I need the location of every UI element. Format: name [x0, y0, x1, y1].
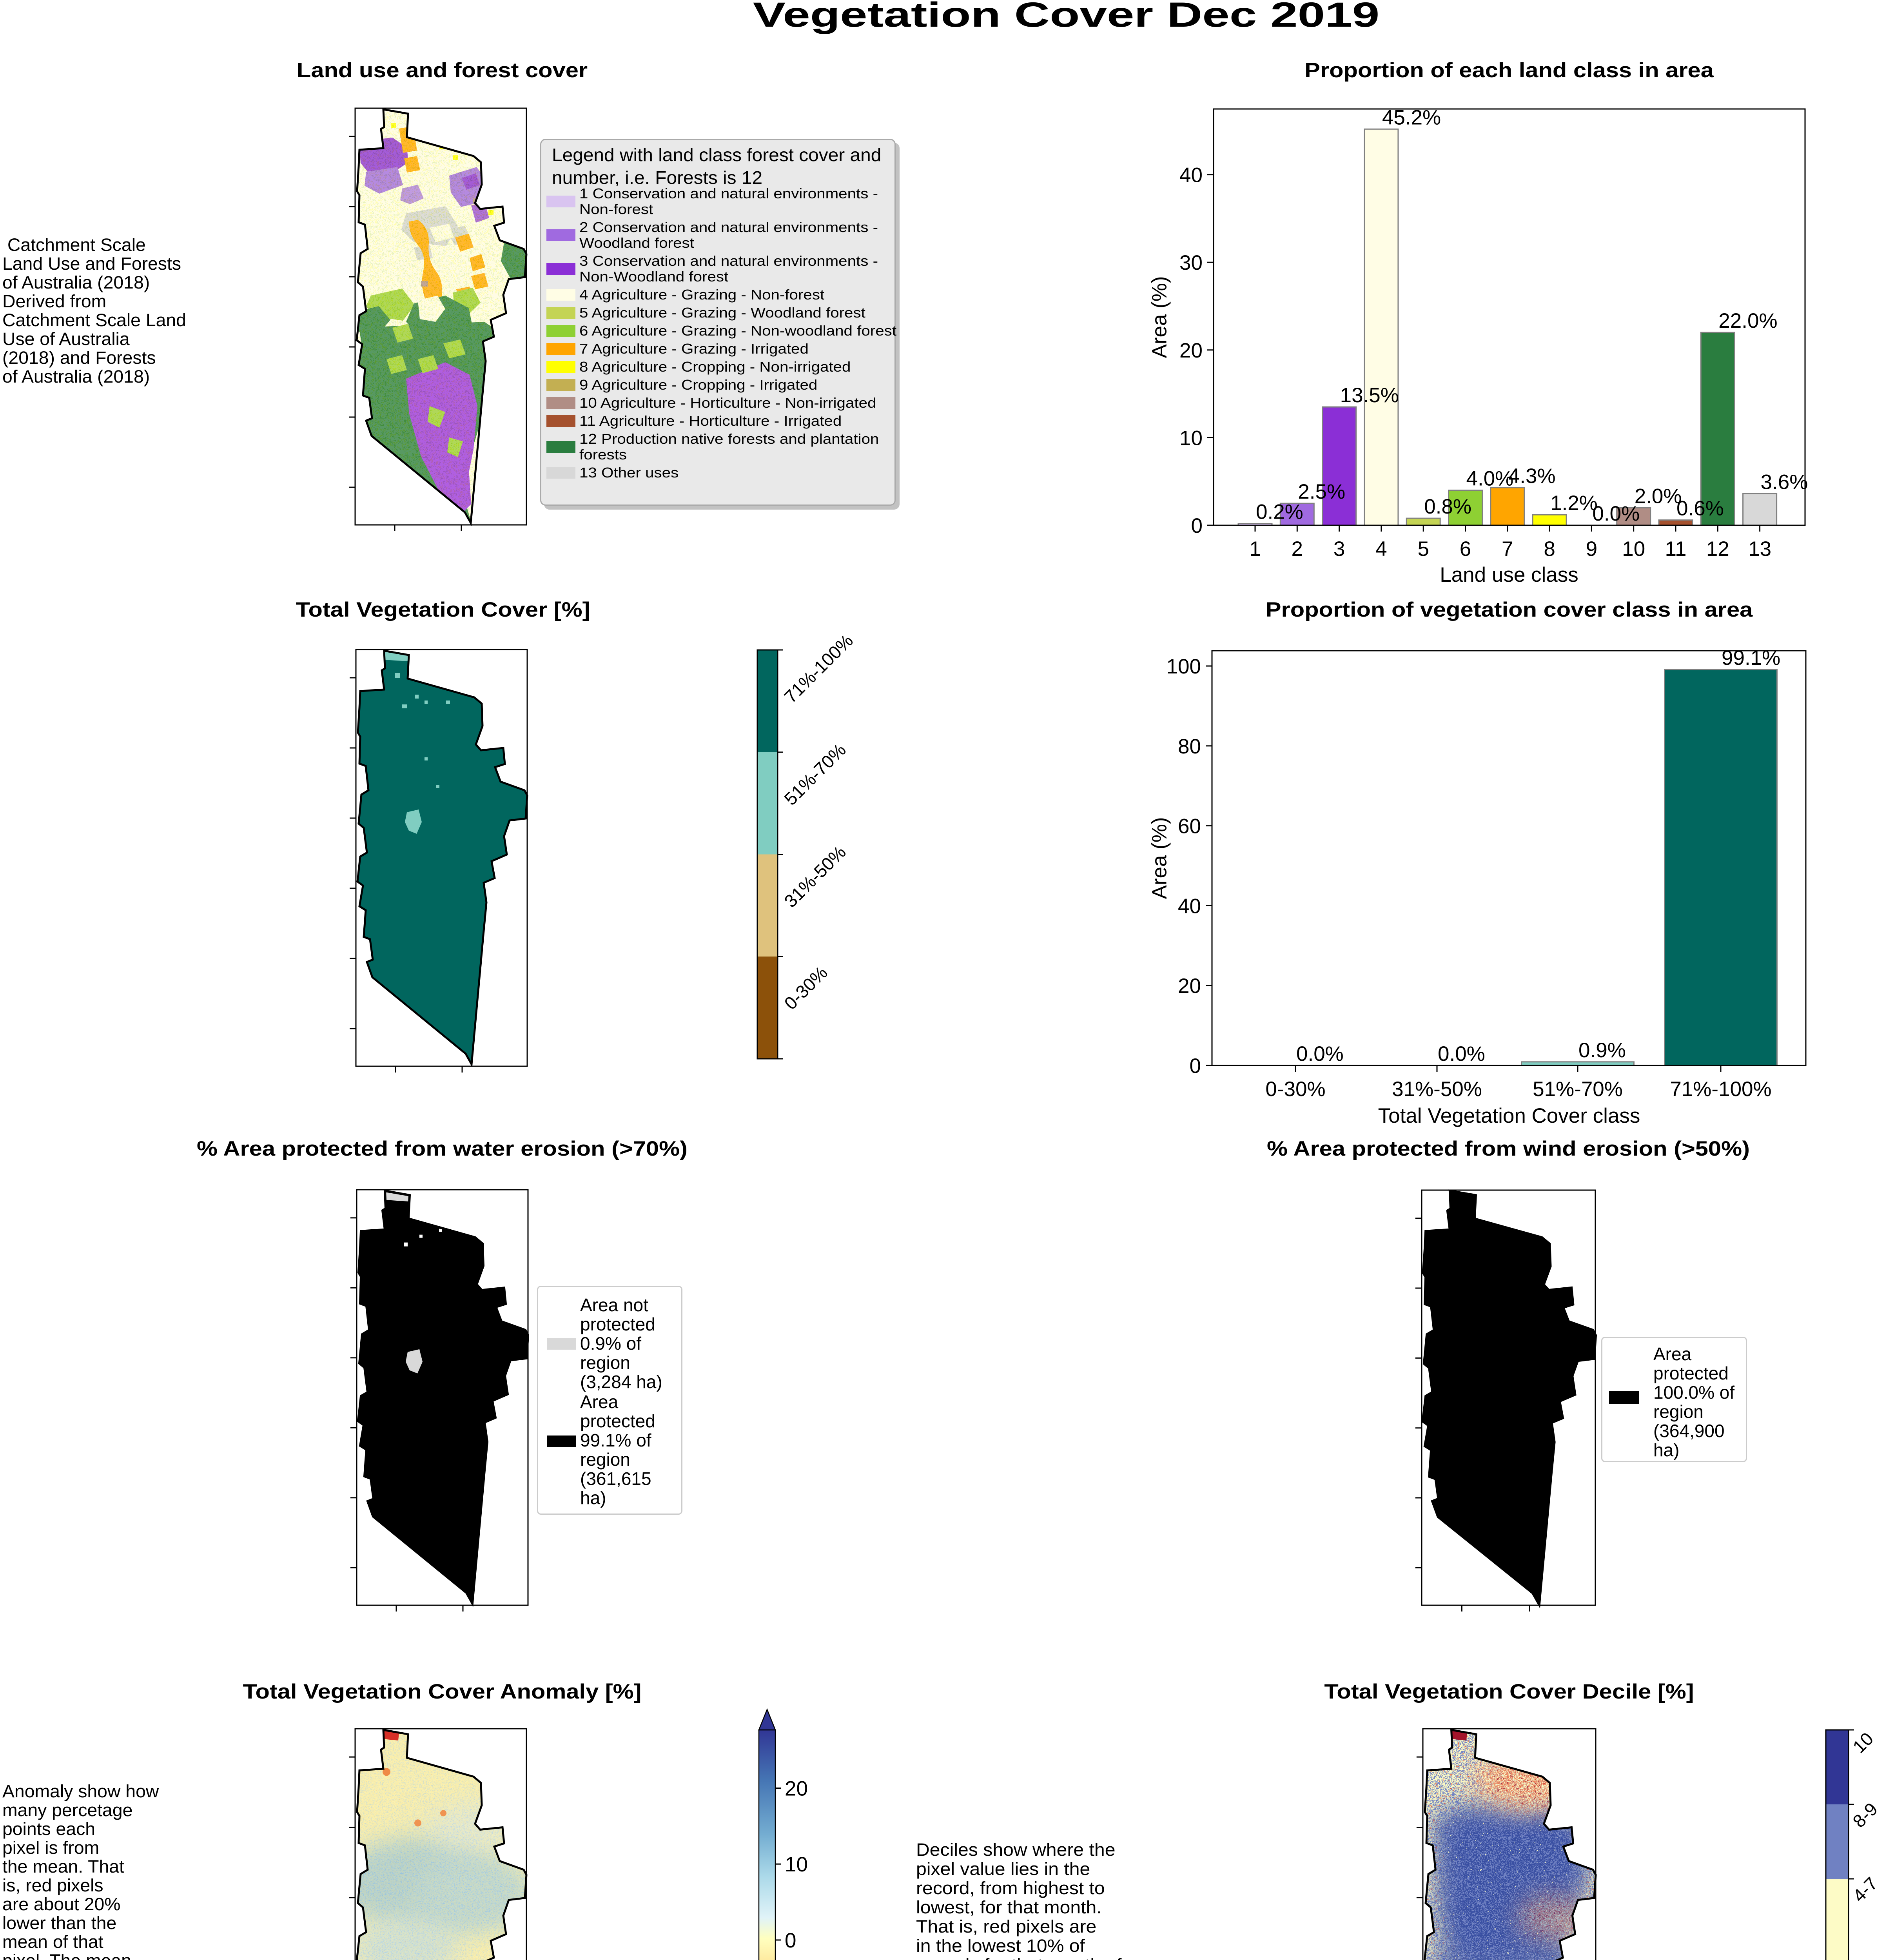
svg-text:8: 8 [1544, 537, 1555, 561]
svg-text:9: 9 [1586, 537, 1597, 561]
svg-text:100: 100 [1167, 655, 1201, 678]
svg-text:12: 12 [1706, 537, 1729, 561]
svg-text:10: 10 [1179, 426, 1203, 450]
svg-text:11: 11 [1665, 537, 1686, 561]
svg-text:31%-50%: 31%-50% [780, 842, 850, 911]
svg-text:4: 4 [1375, 537, 1387, 561]
svg-text:2.5%: 2.5% [1298, 480, 1345, 503]
svg-text:0.0%: 0.0% [1296, 1042, 1344, 1065]
svg-text:0: 0 [1190, 1054, 1201, 1078]
svg-text:0: 0 [785, 1929, 796, 1952]
svg-text:0.0%: 0.0% [1438, 1042, 1485, 1065]
svg-text:3.6%: 3.6% [1761, 471, 1808, 494]
svg-text:7: 7 [1502, 537, 1513, 561]
svg-text:30: 30 [1179, 251, 1203, 274]
svg-text:0.9%: 0.9% [1578, 1039, 1626, 1062]
svg-text:0-30%: 0-30% [1265, 1078, 1325, 1101]
svg-text:10: 10 [785, 1853, 808, 1876]
svg-text:0: 0 [1191, 514, 1203, 537]
svg-text:60: 60 [1178, 815, 1201, 838]
svg-text:1.2%: 1.2% [1550, 492, 1598, 515]
svg-text:22.0%: 22.0% [1718, 309, 1777, 332]
svg-text:10: 10 [1622, 537, 1645, 561]
svg-text:4.0%: 4.0% [1466, 467, 1514, 490]
svg-text:3: 3 [1333, 537, 1345, 561]
svg-text:10: 10 [1849, 1728, 1877, 1757]
svg-text:2.0%: 2.0% [1635, 485, 1682, 508]
svg-text:71%-100%: 71%-100% [1670, 1078, 1771, 1101]
svg-text:13.5%: 13.5% [1340, 384, 1399, 407]
svg-text:0.0%: 0.0% [1592, 502, 1640, 525]
svg-text:51%-70%: 51%-70% [1533, 1078, 1623, 1101]
svg-text:20: 20 [1178, 975, 1201, 998]
svg-text:6: 6 [1460, 537, 1471, 561]
svg-text:31%-50%: 31%-50% [1392, 1078, 1482, 1101]
svg-text:2: 2 [1292, 537, 1303, 561]
svg-text:45.2%: 45.2% [1382, 106, 1441, 129]
svg-text:40: 40 [1178, 895, 1201, 918]
svg-text:0.6%: 0.6% [1676, 497, 1724, 520]
svg-text:8-9: 8-9 [1849, 1798, 1881, 1831]
svg-text:4-7: 4-7 [1849, 1873, 1881, 1906]
svg-text:13: 13 [1748, 537, 1771, 561]
svg-text:51%-70%: 51%-70% [780, 739, 850, 809]
svg-text:20: 20 [1179, 339, 1203, 362]
svg-text:4.3%: 4.3% [1508, 465, 1556, 488]
svg-text:71%-100%: 71%-100% [780, 630, 857, 707]
svg-text:99.1%: 99.1% [1722, 646, 1780, 670]
svg-text:0.8%: 0.8% [1424, 495, 1471, 518]
svg-text:20: 20 [785, 1777, 808, 1800]
svg-text:40: 40 [1179, 164, 1203, 187]
svg-text:80: 80 [1178, 735, 1201, 758]
svg-text:0.2%: 0.2% [1256, 501, 1303, 524]
svg-text:1: 1 [1249, 537, 1261, 561]
svg-text:0-30%: 0-30% [780, 962, 831, 1014]
svg-text:5: 5 [1417, 537, 1429, 561]
